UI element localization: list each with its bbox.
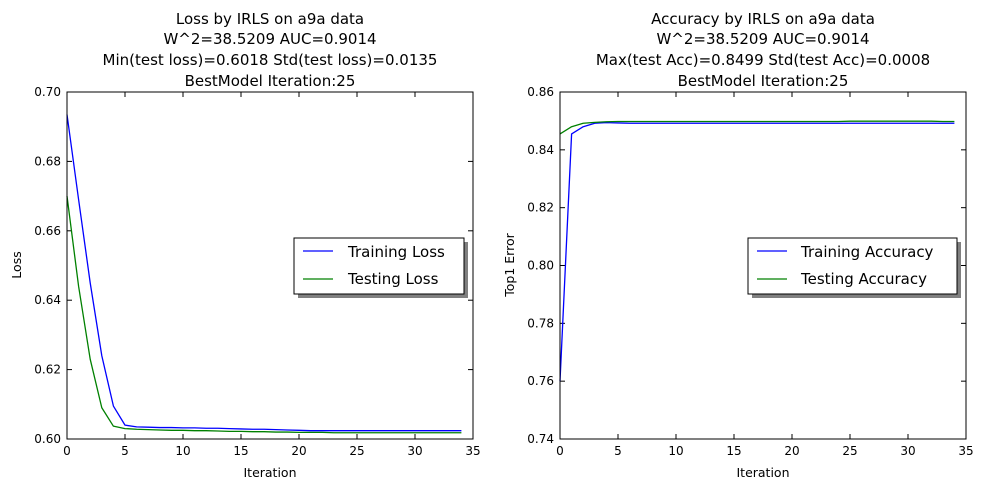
legend-box bbox=[293, 237, 465, 295]
y-tick-label: 0.84 bbox=[527, 143, 554, 157]
x-tick-label: 0 bbox=[63, 444, 71, 458]
y-tick-label: 0.68 bbox=[34, 154, 61, 168]
legend: Training Loss Testing Loss bbox=[293, 237, 468, 298]
x-axis-label: Iteration bbox=[243, 465, 296, 480]
x-tick-label: 0 bbox=[556, 444, 564, 458]
series-line-testing-loss bbox=[66, 196, 462, 434]
series-line-training-accuracy bbox=[559, 122, 955, 382]
x-tick-label: 35 bbox=[958, 444, 973, 458]
y-tick-label: 0.74 bbox=[527, 432, 554, 446]
x-tick-label: 5 bbox=[614, 444, 622, 458]
series-line-training-loss bbox=[66, 114, 462, 432]
legend-label-training: Training Loss bbox=[347, 243, 445, 261]
y-tick-label: 0.78 bbox=[527, 316, 554, 330]
tick-group: 0 5 10 15 20 25 30 35 0.60 0.62 0.64 0.66 0.68 0.70 bbox=[34, 85, 480, 458]
chart-title-line: W^2=38.5209 AUC=0.9014 bbox=[163, 30, 376, 48]
x-tick-label: 5 bbox=[121, 444, 129, 458]
x-axis-label: Iteration bbox=[736, 465, 789, 480]
legend: Training Accuracy Testing Accuracy bbox=[747, 237, 961, 298]
chart-title-line: BestModel Iteration:25 bbox=[678, 72, 849, 90]
tick-group: 0 5 10 15 20 25 30 35 0.74 0.76 0.78 0.80 0.82 0.84 0.… bbox=[527, 85, 973, 458]
series-group bbox=[559, 120, 955, 382]
x-tick-label: 15 bbox=[726, 444, 741, 458]
x-tick-label: 35 bbox=[465, 444, 480, 458]
legend-box bbox=[747, 237, 958, 295]
y-axis-label: Top1 Error bbox=[502, 232, 517, 297]
chart-title-line: Loss by IRLS on a9a data bbox=[176, 10, 364, 28]
chart-title-line: Min(test loss)=0.6018 Std(test loss)=0.0… bbox=[103, 51, 438, 69]
x-tick-label: 10 bbox=[668, 444, 683, 458]
y-axis-label: Loss bbox=[9, 251, 24, 278]
x-tick-label: 30 bbox=[900, 444, 915, 458]
x-tick-label: 15 bbox=[233, 444, 248, 458]
loss-chart: Loss by IRLS on a9a data W^2=38.5209 AUC… bbox=[9, 10, 481, 480]
legend-label-testing: Testing Accuracy bbox=[800, 270, 927, 288]
y-tick-label: 0.66 bbox=[34, 224, 61, 238]
series-group bbox=[66, 114, 462, 434]
y-tick-label: 0.82 bbox=[527, 201, 554, 215]
x-tick-label: 10 bbox=[175, 444, 190, 458]
y-tick-label: 0.76 bbox=[527, 374, 554, 388]
x-tick-label: 25 bbox=[842, 444, 857, 458]
x-tick-label: 30 bbox=[407, 444, 422, 458]
y-tick-label: 0.64 bbox=[34, 293, 61, 307]
x-tick-label: 20 bbox=[291, 444, 306, 458]
chart-title-line: Max(test Acc)=0.8499 Std(test Acc)=0.000… bbox=[596, 51, 930, 69]
y-tick-label: 0.60 bbox=[34, 432, 61, 446]
plot-frame bbox=[559, 91, 967, 440]
chart-title-line: Accuracy by IRLS on a9a data bbox=[651, 10, 875, 28]
chart-title-line: BestModel Iteration:25 bbox=[185, 72, 356, 90]
y-tick-label: 0.70 bbox=[34, 85, 61, 99]
y-tick-label: 0.86 bbox=[527, 85, 554, 99]
legend-label-training: Training Accuracy bbox=[800, 243, 934, 261]
y-tick-label: 0.80 bbox=[527, 259, 554, 273]
x-tick-label: 25 bbox=[349, 444, 364, 458]
legend-label-testing: Testing Loss bbox=[347, 270, 439, 288]
chart-title-line: W^2=38.5209 AUC=0.9014 bbox=[656, 30, 869, 48]
x-tick-label: 20 bbox=[784, 444, 799, 458]
plot-frame bbox=[66, 91, 474, 440]
y-tick-label: 0.62 bbox=[34, 363, 61, 377]
accuracy-chart: Accuracy by IRLS on a9a data W^2=38.5209… bbox=[502, 10, 974, 480]
series-line-testing-accuracy bbox=[559, 120, 955, 135]
